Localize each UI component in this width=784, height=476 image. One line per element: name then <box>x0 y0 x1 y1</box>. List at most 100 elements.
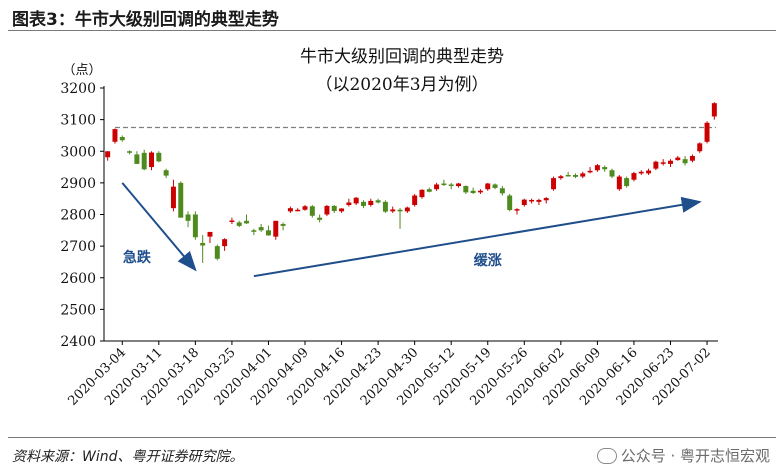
candle-body <box>419 189 425 198</box>
candle-body <box>529 199 535 202</box>
candle-body <box>236 222 242 226</box>
candle-body <box>653 161 659 169</box>
annotation-label: 缓涨 <box>474 252 502 269</box>
candle-body <box>477 190 483 193</box>
y-tick-label: 2900 <box>60 176 96 192</box>
y-tick-label: 3000 <box>60 144 96 160</box>
candle-body <box>119 137 125 141</box>
candle-body <box>448 184 454 186</box>
candle-body <box>441 183 447 186</box>
candle-body <box>711 103 717 117</box>
y-tick-label: 3100 <box>60 113 96 129</box>
candle-body <box>492 184 498 188</box>
candle-body <box>273 220 279 237</box>
candle-body <box>397 209 403 212</box>
candle-body <box>368 200 374 206</box>
watermark-text: 公众号 · 粤开志恒宏观 <box>620 447 770 465</box>
candle-body <box>353 197 359 204</box>
candle-body <box>163 170 169 176</box>
candle-body <box>660 162 666 164</box>
candle-body <box>346 202 352 206</box>
candle-body <box>646 170 652 174</box>
candle-body <box>141 152 147 170</box>
candle-body <box>375 200 381 203</box>
candle-body <box>463 186 469 193</box>
candle-body <box>244 220 250 224</box>
candle-body <box>572 174 578 177</box>
candle-body <box>317 217 323 220</box>
candle-body <box>295 209 301 212</box>
candle-body <box>185 214 191 221</box>
candle-body <box>704 122 710 142</box>
watermark: 公众号 · 粤开志恒宏观 <box>596 445 770 466</box>
candle-body <box>594 165 600 171</box>
candle-body <box>580 173 586 177</box>
candle-body <box>251 230 257 232</box>
candle-body <box>697 143 703 152</box>
candle-body <box>536 199 542 202</box>
candle-body <box>339 208 345 212</box>
candle-body <box>156 152 162 162</box>
candle-body <box>105 151 111 158</box>
candle-body <box>404 207 410 212</box>
candle-body <box>192 214 198 238</box>
candle-body <box>426 189 432 192</box>
candle-body <box>587 170 593 173</box>
candle-body <box>434 184 440 190</box>
candle-body <box>265 230 271 236</box>
chart-area: 牛市大级别回调的典型走势 （以2020年3月为例） 2400 2500 2600 27… <box>0 30 784 438</box>
candlestick-chart: 240025002600270028002900300031003200（点）2… <box>60 63 718 409</box>
candle-body <box>229 220 235 223</box>
candle-body <box>456 183 461 187</box>
candle-body <box>134 154 140 164</box>
candle-body <box>361 201 366 206</box>
wechat-icon <box>596 447 617 464</box>
y-tick-label: 3200 <box>60 81 96 97</box>
candle-body <box>499 188 505 194</box>
candle-body <box>207 231 213 237</box>
figure-title: 图表3：牛市大级别回调的典型走势 <box>12 10 279 30</box>
candle-body <box>638 171 644 174</box>
candle-body <box>127 151 133 153</box>
candle-body <box>558 176 564 179</box>
candle-body <box>200 242 206 246</box>
candle-body <box>631 173 637 180</box>
candle-body <box>178 182 184 218</box>
trend-arrow <box>121 182 197 272</box>
candle-body <box>331 205 337 212</box>
figure-header: 图表3：牛市大级别回调的典型走势 <box>8 2 776 31</box>
candle-body <box>682 159 688 164</box>
y-tick-label: 2700 <box>60 239 96 255</box>
candle-body <box>602 167 608 170</box>
candle-body <box>382 201 388 212</box>
candle-body <box>287 208 293 212</box>
source-note: 资料来源：Wind、粤开证券研究院。 <box>12 449 244 465</box>
candle-body <box>485 183 491 190</box>
candle-body <box>507 195 513 211</box>
y-tick-label: 2600 <box>60 271 96 287</box>
candle-body <box>390 209 396 212</box>
y-tick-label: 2500 <box>60 302 96 318</box>
candle-body <box>222 239 228 247</box>
y-tick-label: 2400 <box>60 334 96 350</box>
candle-body <box>258 227 264 231</box>
figure-footer: 资料来源：Wind、粤开证券研究院。 公众号 · 粤开志恒宏观 <box>8 437 776 474</box>
trend-arrow <box>253 196 702 278</box>
candle-body <box>521 199 527 206</box>
candle-body <box>302 206 308 210</box>
candle-body <box>309 206 315 216</box>
candle-body <box>616 176 622 190</box>
annotation-label: 急跌 <box>123 249 152 266</box>
candle-body <box>280 223 286 226</box>
candle-body <box>149 152 154 168</box>
candle-body <box>551 178 557 190</box>
chart-title: 牛市大级别回调的典型走势 <box>300 47 504 67</box>
candle-body <box>170 186 176 209</box>
candle-body <box>565 174 571 177</box>
candle-body <box>668 160 673 164</box>
candle-body <box>514 209 520 211</box>
candle-body <box>609 170 615 177</box>
chart-subtitle: （以2020年3月为例） <box>315 75 489 95</box>
candle-body <box>624 178 630 187</box>
candle-body <box>412 195 418 206</box>
